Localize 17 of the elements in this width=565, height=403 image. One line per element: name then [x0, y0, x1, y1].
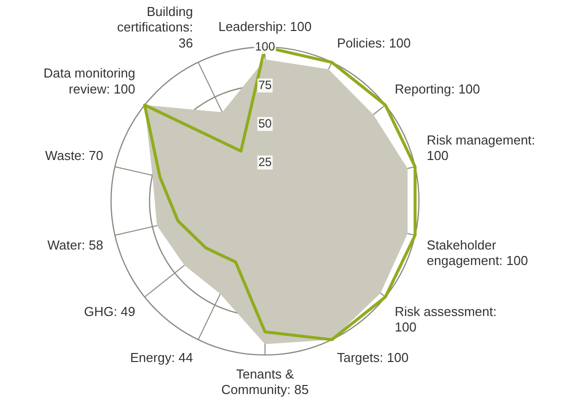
spoke-label: GHG: 49	[84, 304, 136, 319]
spoke-label: Waste: 70	[45, 148, 104, 163]
spoke-label: Risk management: 100	[426, 132, 536, 163]
spoke-label: Tenants & Community: 85	[221, 366, 309, 397]
spoke-label: Reporting: 100	[394, 81, 480, 96]
spoke-label: Targets: 100	[337, 350, 409, 365]
spoke-label: Building certifications: 36	[117, 4, 193, 50]
spoke-label: Data monitoring review: 100	[43, 66, 136, 96]
spoke-label: Risk assessment: 100	[394, 304, 497, 334]
spoke-label: Policies: 100	[337, 35, 411, 50]
spoke-label: Water: 58	[47, 237, 104, 252]
spoke-label: Energy: 44	[130, 350, 193, 365]
y-tick-label: 25	[258, 154, 272, 169]
y-tick-label: 75	[258, 78, 272, 92]
spoke-label: Leadership: 100	[218, 18, 312, 34]
y-tick-label: 50	[258, 116, 272, 130]
spoke-label: Stakeholder engagement: 100	[426, 237, 528, 268]
